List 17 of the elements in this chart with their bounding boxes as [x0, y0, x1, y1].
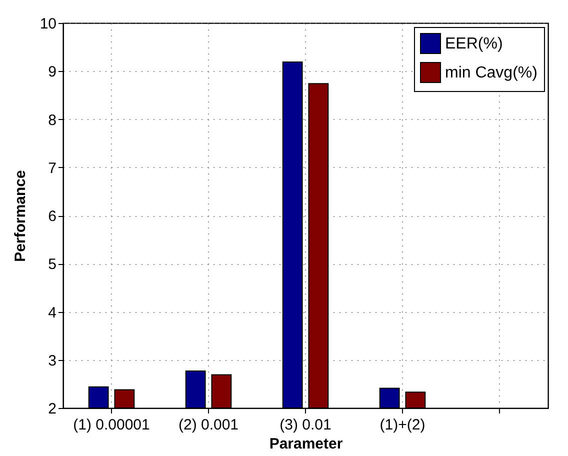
y-tick-label: 2 — [48, 400, 56, 418]
x-tick-label: (1)+(2) — [380, 416, 426, 434]
y-tick-label: 5 — [48, 256, 56, 274]
y-tick-label: 4 — [48, 304, 56, 322]
x-tick-label: (2) 0.001 — [178, 416, 239, 434]
x-axis-title: Parameter — [269, 436, 343, 452]
y-tick-label: 3 — [48, 352, 56, 370]
y-tick-label: 8 — [48, 112, 56, 129]
y-tick-label: 9 — [48, 64, 56, 81]
y-tick-label: 10 — [40, 16, 56, 32]
y-axis-title: Performance — [12, 170, 29, 262]
legend-label: min Cavg(%) — [445, 64, 538, 82]
x-tick-label: (3) 0.01 — [280, 416, 332, 434]
x-tick-label: (1) 0.00001 — [73, 416, 150, 434]
y-tick-label: 6 — [48, 208, 56, 225]
y-tick-label: 7 — [48, 160, 56, 177]
legend-label: EER(%) — [445, 36, 503, 52]
